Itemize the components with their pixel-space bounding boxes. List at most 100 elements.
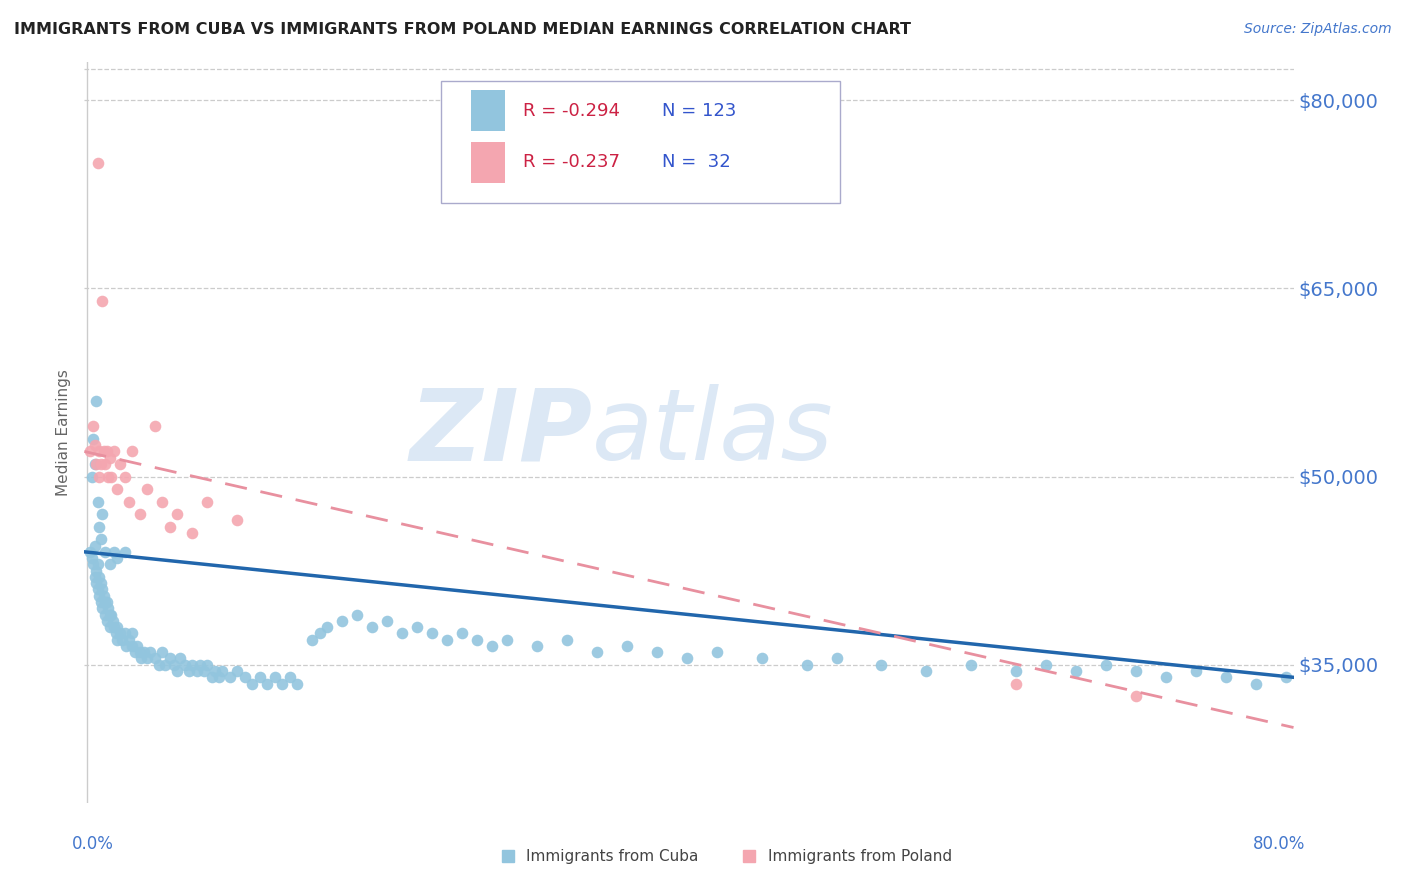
Point bbox=[121, 626, 143, 640]
Point bbox=[186, 664, 208, 678]
Point bbox=[346, 607, 368, 622]
Point bbox=[125, 639, 148, 653]
Point bbox=[114, 626, 136, 640]
Point bbox=[181, 526, 204, 541]
Point bbox=[87, 156, 110, 170]
Point bbox=[103, 545, 125, 559]
Point bbox=[79, 545, 101, 559]
Point bbox=[101, 614, 124, 628]
Point bbox=[451, 626, 474, 640]
Point bbox=[256, 676, 278, 690]
Point bbox=[90, 595, 112, 609]
Text: N =  32: N = 32 bbox=[662, 153, 731, 171]
Text: N = 123: N = 123 bbox=[662, 102, 737, 120]
Point bbox=[555, 632, 578, 647]
Text: R = -0.237: R = -0.237 bbox=[523, 153, 620, 171]
Point bbox=[98, 558, 121, 572]
Text: atlas: atlas bbox=[592, 384, 834, 481]
Text: R = -0.294: R = -0.294 bbox=[523, 102, 620, 120]
FancyBboxPatch shape bbox=[441, 81, 841, 203]
Point bbox=[155, 657, 177, 672]
Point bbox=[93, 444, 115, 458]
Point bbox=[110, 626, 132, 640]
Point bbox=[80, 469, 103, 483]
Point bbox=[86, 457, 108, 471]
Point bbox=[86, 576, 108, 591]
Point bbox=[97, 601, 120, 615]
Point bbox=[645, 645, 668, 659]
Point bbox=[128, 645, 150, 659]
Y-axis label: Median Earnings: Median Earnings bbox=[56, 369, 72, 496]
Point bbox=[330, 614, 353, 628]
Point bbox=[86, 564, 108, 578]
Point bbox=[796, 657, 818, 672]
Point bbox=[166, 507, 188, 521]
Point bbox=[163, 657, 186, 672]
Point bbox=[94, 607, 117, 622]
Point bbox=[89, 570, 111, 584]
Point bbox=[316, 620, 339, 634]
Point bbox=[420, 626, 443, 640]
Point bbox=[114, 469, 136, 483]
Point bbox=[496, 632, 519, 647]
Point bbox=[82, 558, 104, 572]
Point bbox=[240, 676, 263, 690]
Point bbox=[90, 533, 112, 547]
Point bbox=[1125, 689, 1147, 703]
Point bbox=[481, 639, 503, 653]
Point bbox=[104, 626, 127, 640]
Point bbox=[1215, 670, 1237, 684]
Point bbox=[1154, 670, 1177, 684]
Point bbox=[1125, 664, 1147, 678]
Point bbox=[98, 607, 121, 622]
Point bbox=[98, 450, 121, 465]
Point bbox=[98, 620, 121, 634]
Point bbox=[90, 576, 112, 591]
Point bbox=[465, 632, 488, 647]
Point bbox=[201, 670, 224, 684]
Text: Immigrants from Cuba: Immigrants from Cuba bbox=[526, 848, 697, 863]
Point bbox=[169, 651, 191, 665]
Text: Source: ZipAtlas.com: Source: ZipAtlas.com bbox=[1244, 22, 1392, 37]
Point bbox=[1005, 676, 1028, 690]
Point bbox=[195, 657, 218, 672]
Point bbox=[751, 651, 773, 665]
Point bbox=[100, 607, 122, 622]
Point bbox=[115, 639, 138, 653]
Text: 0.0%: 0.0% bbox=[72, 835, 114, 853]
Point bbox=[226, 513, 249, 527]
Point bbox=[91, 601, 114, 615]
Point bbox=[1005, 664, 1028, 678]
Point bbox=[82, 419, 104, 434]
Text: 80.0%: 80.0% bbox=[1253, 835, 1306, 853]
Point bbox=[585, 645, 607, 659]
Point bbox=[1064, 664, 1087, 678]
Point bbox=[271, 676, 294, 690]
Point bbox=[193, 664, 215, 678]
Point bbox=[148, 657, 170, 672]
Point bbox=[675, 651, 697, 665]
Point bbox=[1244, 676, 1267, 690]
Point bbox=[166, 664, 188, 678]
Point bbox=[173, 657, 195, 672]
Point bbox=[263, 670, 285, 684]
Point bbox=[301, 632, 323, 647]
Point bbox=[79, 444, 101, 458]
Point bbox=[188, 657, 211, 672]
Point bbox=[915, 664, 938, 678]
Point bbox=[89, 469, 111, 483]
Point bbox=[134, 645, 156, 659]
Point bbox=[103, 444, 125, 458]
Point bbox=[375, 614, 398, 628]
Point bbox=[136, 482, 159, 496]
Point bbox=[100, 469, 122, 483]
Point bbox=[150, 494, 173, 508]
Point bbox=[706, 645, 728, 659]
Point bbox=[361, 620, 384, 634]
Point bbox=[285, 676, 308, 690]
Point bbox=[89, 444, 111, 458]
Point bbox=[121, 639, 143, 653]
Point bbox=[1185, 664, 1208, 678]
Text: ZIP: ZIP bbox=[409, 384, 592, 481]
Point bbox=[110, 457, 132, 471]
